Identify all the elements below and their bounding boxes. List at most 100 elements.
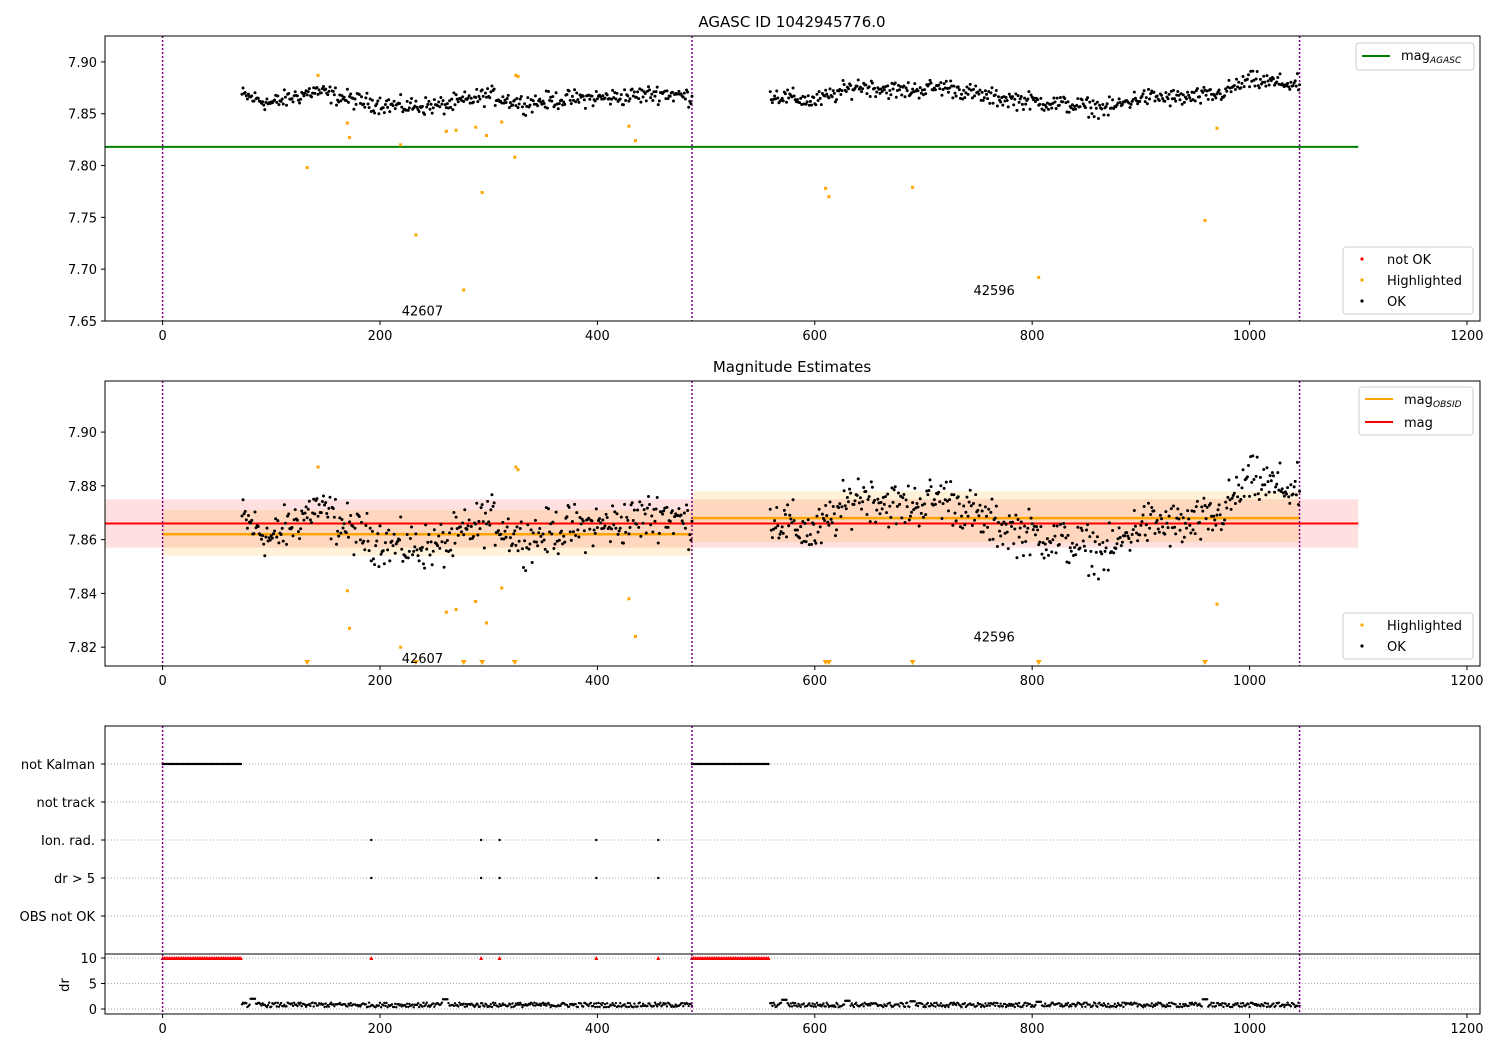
ok-point [1241, 74, 1245, 78]
ok-point [605, 93, 609, 97]
ok-point [477, 94, 481, 98]
ok-point [1225, 89, 1229, 93]
highlighted-point [462, 288, 466, 292]
ok-point [1153, 99, 1157, 103]
flag-point [213, 762, 216, 766]
ok-point [961, 97, 965, 101]
dr-point [1285, 1003, 1288, 1007]
ok-point [1040, 107, 1044, 111]
ok-point [469, 96, 473, 100]
ok-point [638, 87, 642, 91]
panel-1-title: AGASC ID 1042945776.0 [698, 13, 885, 31]
ok-point [414, 99, 418, 103]
ok-point [775, 506, 779, 510]
ok-point [967, 87, 971, 91]
ok-point [1004, 522, 1008, 526]
ok-point [791, 498, 795, 502]
ok-point [352, 107, 356, 111]
ok-point [442, 112, 446, 116]
ok-point [985, 92, 989, 96]
ok-point [681, 95, 685, 99]
ok-point [253, 91, 257, 95]
dr-point [885, 1004, 888, 1008]
ok-point [645, 506, 649, 510]
dr-point [377, 1004, 381, 1007]
dr-point [1149, 1004, 1152, 1008]
ok-point [928, 78, 932, 82]
ok-point [432, 98, 436, 102]
dr-point [1277, 1001, 1281, 1004]
ok-point [1280, 487, 1284, 491]
ok-point [1143, 533, 1147, 537]
ok-point [439, 522, 443, 526]
ok-point [1248, 494, 1252, 498]
ok-point [1161, 96, 1165, 100]
ok-point [1256, 492, 1260, 496]
ok-point [628, 97, 632, 101]
ok-point [283, 95, 287, 99]
ok-point [569, 538, 573, 542]
ok-point [520, 547, 524, 551]
ok-point [408, 536, 412, 540]
ok-point [1192, 90, 1196, 94]
ok-point [879, 87, 883, 91]
flag-point [164, 762, 168, 766]
ok-point [1055, 524, 1059, 528]
ok-point [1239, 86, 1243, 90]
ok-point [530, 110, 534, 114]
flag-point [737, 762, 741, 766]
ok-point [1027, 90, 1031, 94]
dr-point [1048, 1005, 1051, 1008]
panel-4-xtick-label: 800 [1020, 1022, 1045, 1037]
ok-point [1165, 521, 1169, 525]
ok-point [521, 566, 525, 570]
ok-point [801, 520, 805, 524]
ok-point [632, 90, 636, 94]
ok-point [829, 517, 833, 521]
ok-point [644, 99, 648, 103]
ok-point [919, 511, 923, 515]
ok-point [1106, 113, 1110, 117]
ok-point [963, 523, 967, 527]
dr-point [1166, 1004, 1170, 1008]
ok-point [1180, 540, 1184, 544]
ok-point [781, 99, 785, 103]
ok-point [426, 540, 430, 544]
ok-point [960, 514, 964, 518]
ok-point [280, 526, 284, 530]
highlighted-point [824, 186, 828, 190]
dr-point [587, 1004, 590, 1008]
ok-point [788, 513, 792, 517]
ok-point [298, 537, 302, 541]
ok-point [783, 513, 787, 517]
ok-point [1004, 95, 1008, 99]
ok-point [904, 86, 908, 90]
dr-point [346, 1005, 349, 1008]
flag-point [215, 762, 218, 766]
ok-point [593, 99, 597, 103]
ok-point [902, 493, 906, 497]
ok-point [291, 100, 295, 104]
ok-point [478, 527, 482, 531]
ok-point [590, 94, 594, 98]
dr-point [1013, 1005, 1016, 1009]
ok-point [293, 508, 297, 512]
ok-point [456, 100, 460, 104]
ok-point [662, 509, 666, 513]
flag-point [206, 762, 210, 766]
ok-point [1254, 474, 1258, 478]
flag-point [753, 762, 756, 766]
ok-point [326, 93, 330, 97]
ok-point [571, 530, 575, 534]
dr-point [898, 1005, 901, 1008]
ok-point [1032, 524, 1036, 528]
ok-point [1051, 538, 1055, 542]
ok-point [1167, 92, 1171, 96]
ok-point [528, 103, 532, 107]
dr-point [633, 1002, 636, 1005]
ok-point [241, 498, 245, 502]
ok-point [504, 535, 508, 539]
ok-point [364, 523, 368, 527]
ok-point [1206, 97, 1210, 101]
dr-point [1039, 1000, 1043, 1004]
